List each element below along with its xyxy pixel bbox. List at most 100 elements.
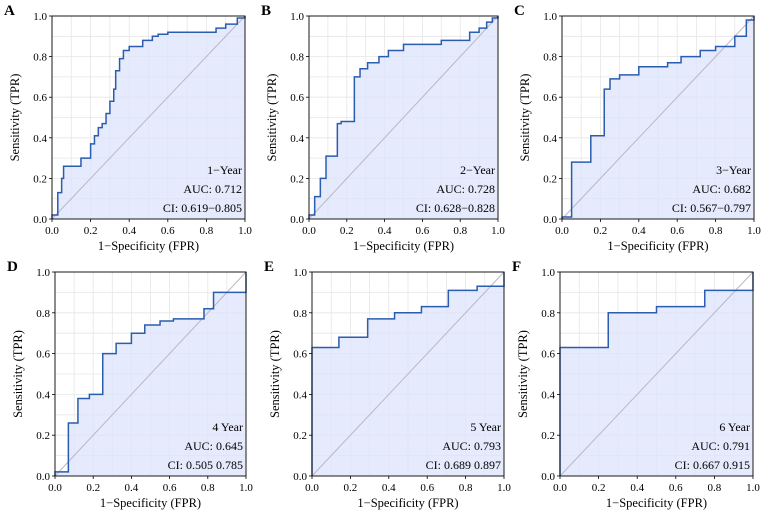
x-tick-label: 1.0 xyxy=(746,482,760,494)
annotation-label: AUC: 0.728 xyxy=(436,182,495,196)
y-tick-label: 0.6 xyxy=(33,92,47,104)
y-tick-label: 0.8 xyxy=(33,52,47,64)
y-tick-label: 0.8 xyxy=(543,52,557,64)
plot-frame xyxy=(51,15,246,220)
x-tick-label: 1.0 xyxy=(238,225,252,237)
x-tick-label: 0.6 xyxy=(670,225,684,237)
x-tick-label: 0.8 xyxy=(200,225,214,237)
x-axis-title: 1−Specificity (FPR) xyxy=(353,239,454,253)
x-tick-label: 0.2 xyxy=(344,482,358,494)
y-tick-label: 1.0 xyxy=(36,267,50,279)
y-tick-label: 0.4 xyxy=(543,133,557,145)
y-tick-label: 0.2 xyxy=(290,173,304,185)
x-tick-label: 0.4 xyxy=(382,482,396,494)
panel-letter: F xyxy=(512,259,521,275)
y-tick-label: 0.2 xyxy=(293,430,307,442)
y-tick-label: 0.2 xyxy=(33,173,47,185)
annotation-label: 3−Year xyxy=(716,163,751,177)
x-axis-title: 1−Specificity (FPR) xyxy=(100,496,201,510)
x-tick-label: 0.0 xyxy=(555,225,569,237)
x-tick-label: 1.0 xyxy=(491,225,505,237)
roc-panel-c: 0.0 0.2 0.4 0.6 0.8 1.0 0.0 0.2 0.4 0.6 0.8 1.0 1−Sp… xyxy=(514,3,761,253)
panel-letter: E xyxy=(264,259,274,275)
y-tick-label: 1.0 xyxy=(541,267,555,279)
y-tick-label: 0.0 xyxy=(293,471,307,483)
x-tick-label: 0.6 xyxy=(420,482,434,494)
x-tick-label: 0.2 xyxy=(84,225,98,237)
x-axis-title: 1−Specificity (FPR) xyxy=(606,496,707,510)
reference-diagonal-line xyxy=(561,15,755,220)
y-axis-title: Sensitivity (TPR) xyxy=(268,330,282,418)
x-tick-label: 0.0 xyxy=(553,482,567,494)
y-axis-title: Sensitivity (TPR) xyxy=(8,74,22,162)
annotation-label: 1−Year xyxy=(207,163,242,177)
annotation-label: 4 Year xyxy=(212,420,243,434)
x-tick-label: 0.6 xyxy=(669,482,683,494)
reference-diagonal-line xyxy=(559,271,754,477)
y-tick-label: 0.4 xyxy=(33,133,47,145)
y-tick-label: 0.4 xyxy=(36,389,50,401)
y-tick-label: 0.4 xyxy=(290,133,304,145)
y-axis-title: Sensitivity (TPR) xyxy=(518,74,532,162)
x-tick-label: 0.2 xyxy=(592,482,606,494)
y-tick-label: 0.2 xyxy=(543,173,557,185)
x-tick-label: 1.0 xyxy=(497,482,511,494)
roc-panel-f: 0.0 0.2 0.4 0.6 0.8 1.0 0.0 0.2 0.4 0.6 0.8 1.0 1−Sp… xyxy=(512,259,760,510)
x-tick-label: 0.2 xyxy=(86,482,100,494)
annotation-label: AUC: 0.645 xyxy=(184,439,243,453)
y-tick-label: 0.2 xyxy=(541,430,555,442)
roc-curve-line xyxy=(51,16,246,219)
y-axis-title: Sensitivity (TPR) xyxy=(265,74,279,162)
x-tick-label: 0.0 xyxy=(48,482,62,494)
roc-curve-line xyxy=(308,16,499,219)
x-tick-label: 0.8 xyxy=(201,482,215,494)
panel-letter: A xyxy=(4,3,15,19)
panel-letter: C xyxy=(514,3,525,19)
x-tick-label: 0.4 xyxy=(122,225,136,237)
y-tick-label: 0.6 xyxy=(293,349,307,361)
x-tick-label: 0.4 xyxy=(378,225,392,237)
y-tick-label: 1.0 xyxy=(293,267,307,279)
annotation-label: CI: 0.689 0.897 xyxy=(426,458,501,472)
y-tick-label: 0.0 xyxy=(290,214,304,226)
plot-frame xyxy=(54,271,247,477)
y-tick-label: 0.6 xyxy=(290,92,304,104)
roc-panel-b: 0.0 0.2 0.4 0.6 0.8 1.0 0.0 0.2 0.4 0.6 0.8 1.0 1−Sp… xyxy=(261,3,505,253)
x-tick-label: 0.8 xyxy=(709,225,723,237)
x-tick-label: 0.2 xyxy=(594,225,608,237)
x-tick-label: 0.8 xyxy=(453,225,467,237)
y-tick-label: 0.2 xyxy=(36,430,50,442)
x-tick-label: 0.8 xyxy=(708,482,722,494)
reference-diagonal-line xyxy=(311,271,505,477)
plot-frame xyxy=(308,15,499,220)
x-axis-title: 1−Specificity (FPR) xyxy=(357,496,458,510)
x-tick-label: 0.4 xyxy=(630,482,644,494)
x-tick-label: 0.6 xyxy=(416,225,430,237)
x-tick-label: 1.0 xyxy=(239,482,253,494)
annotation-label: CI: 0.667 0.915 xyxy=(675,458,750,472)
roc-panel-d: 0.0 0.2 0.4 0.6 0.8 1.0 0.0 0.2 0.4 0.6 0.8 1.0 1−Sp… xyxy=(7,259,253,510)
x-tick-label: 1.0 xyxy=(747,225,761,237)
y-tick-label: 0.4 xyxy=(541,389,555,401)
annotation-label: CI: 0.628−0.828 xyxy=(416,201,495,215)
y-tick-label: 1.0 xyxy=(33,11,47,23)
roc-curve-line xyxy=(54,272,247,476)
annotation-label: AUC: 0.793 xyxy=(442,439,501,453)
y-tick-label: 0.0 xyxy=(33,214,47,226)
y-tick-label: 0.8 xyxy=(290,52,304,64)
y-tick-label: 0.8 xyxy=(36,308,50,320)
panel-letter: D xyxy=(7,259,18,275)
roc-curve-line xyxy=(311,272,505,476)
y-tick-label: 0.4 xyxy=(293,389,307,401)
panel-letter: B xyxy=(261,3,271,19)
annotation-label: AUC: 0.682 xyxy=(692,182,751,196)
x-tick-label: 0.6 xyxy=(161,225,175,237)
x-tick-label: 0.2 xyxy=(340,225,354,237)
y-tick-label: 0.0 xyxy=(36,471,50,483)
x-tick-label: 0.4 xyxy=(632,225,646,237)
y-axis-title: Sensitivity (TPR) xyxy=(516,330,530,418)
annotation-label: 6 Year xyxy=(719,420,750,434)
annotation-label: AUC: 0.712 xyxy=(183,182,242,196)
